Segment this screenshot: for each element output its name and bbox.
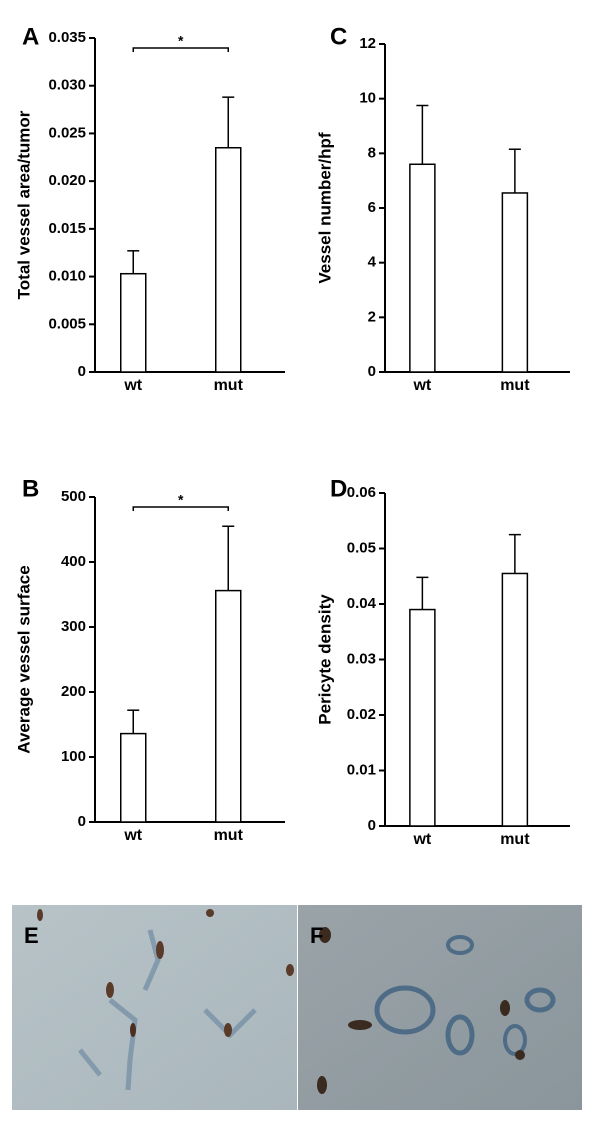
x-tick-label: wt [412, 831, 431, 848]
y-tick-label: 10 [359, 90, 376, 107]
y-axis-label: Vessel number/hpf [315, 132, 334, 283]
x-tick-label: mut [214, 827, 244, 844]
bar [120, 732, 147, 823]
y-tick-label: 0.035 [48, 29, 86, 46]
panel-letter: A [22, 23, 39, 50]
significance-label: * [178, 33, 184, 49]
bar [501, 572, 529, 827]
y-tick-label: 2 [368, 308, 376, 325]
significance-label: * [178, 492, 184, 508]
y-tick-label: 6 [368, 199, 376, 216]
micrograph-e [12, 905, 297, 1110]
y-tick-label: 0.030 [48, 77, 86, 94]
y-tick-label: 0.025 [48, 124, 86, 141]
x-tick-label: wt [123, 827, 142, 844]
y-tick-label: 300 [61, 618, 86, 635]
y-tick-label: 0 [368, 363, 376, 380]
bar [501, 192, 529, 373]
image-label: F [310, 923, 323, 948]
x-tick-label: mut [500, 831, 530, 848]
y-tick-label: 100 [61, 748, 86, 765]
y-tick-label: 0.05 [347, 539, 376, 556]
y-tick-label: 0 [368, 817, 376, 834]
y-tick-label: 0 [78, 363, 86, 380]
y-tick-label: 0.02 [347, 706, 376, 723]
y-tick-label: 0.03 [347, 650, 376, 667]
bar [409, 163, 436, 373]
y-tick-label: 0.06 [347, 484, 376, 501]
bar [409, 608, 436, 827]
x-tick-label: wt [123, 377, 142, 394]
y-axis-label: Average vessel surface [14, 565, 33, 753]
y-tick-label: 0.01 [347, 761, 376, 778]
panel-letter: B [22, 475, 39, 502]
y-tick-label: 0.010 [48, 268, 86, 285]
y-tick-label: 0.015 [48, 220, 86, 237]
x-tick-label: mut [500, 377, 530, 394]
panel-letter: D [330, 475, 347, 502]
y-tick-label: 400 [61, 553, 86, 570]
y-tick-label: 0.020 [48, 172, 86, 189]
image-label: E [24, 923, 39, 948]
y-tick-label: 4 [368, 254, 377, 271]
y-tick-label: 0 [78, 813, 86, 830]
y-tick-label: 0.005 [48, 315, 86, 332]
y-tick-label: 12 [359, 35, 376, 52]
y-axis-label: Total vessel area/tumor [14, 110, 33, 299]
y-tick-label: 200 [61, 683, 86, 700]
significance-bracket [132, 506, 229, 511]
y-tick-label: 8 [368, 144, 376, 161]
x-tick-label: wt [412, 377, 431, 394]
significance-bracket [132, 47, 229, 52]
micrograph-f [298, 905, 582, 1110]
bar [215, 589, 242, 823]
x-tick-label: mut [214, 377, 244, 394]
bar [215, 146, 242, 373]
y-tick-label: 0.04 [347, 595, 377, 612]
y-axis-label: Pericyte density [315, 594, 334, 725]
panel-letter: C [330, 23, 347, 50]
y-tick-label: 500 [61, 488, 86, 505]
bar [120, 272, 147, 373]
